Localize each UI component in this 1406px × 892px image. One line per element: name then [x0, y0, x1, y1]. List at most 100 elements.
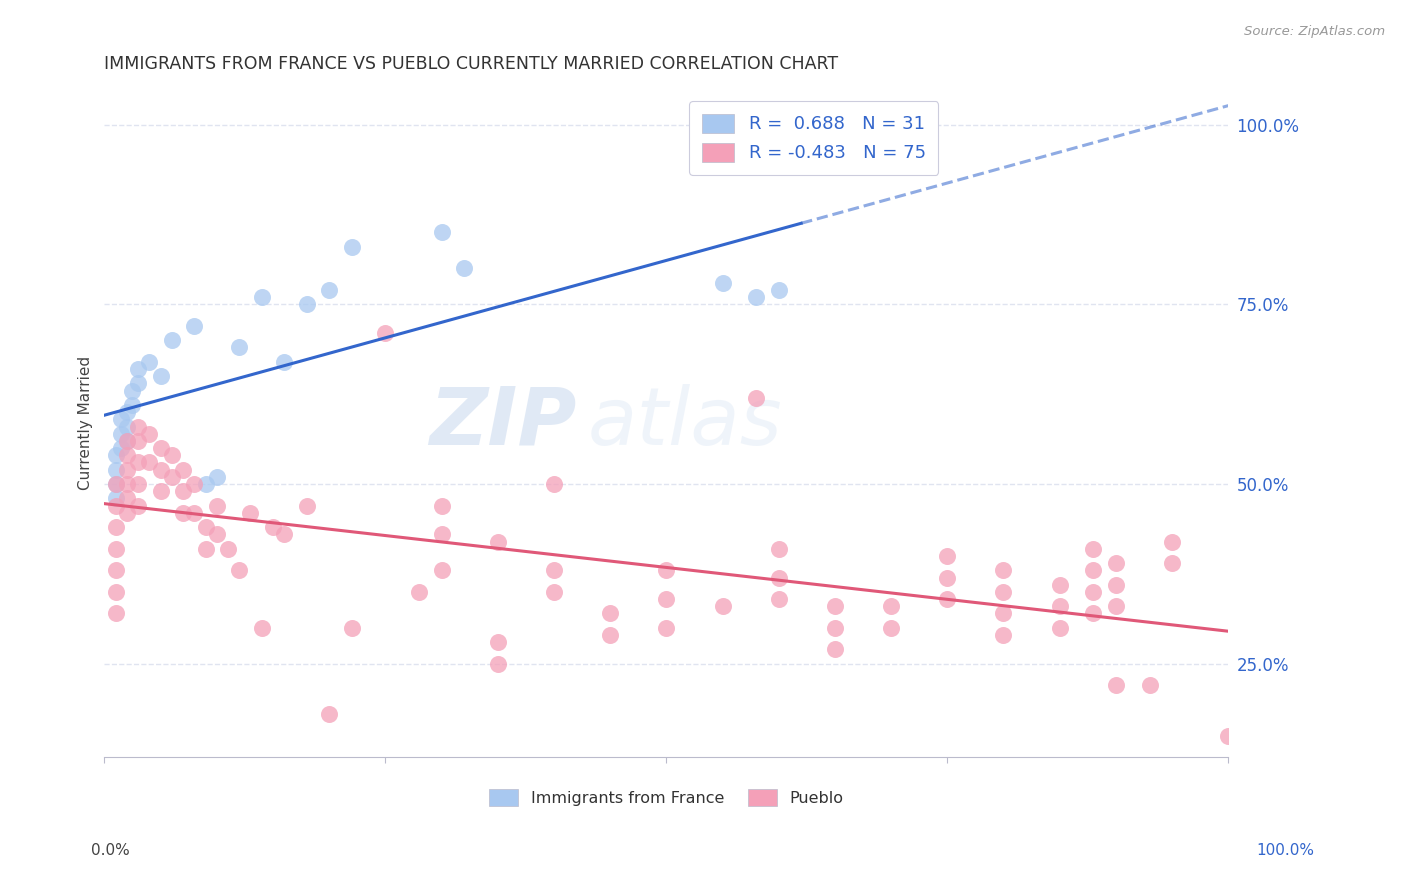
Point: [115, 448, 138, 462]
Point: [172, 506, 194, 520]
Point: [104, 477, 127, 491]
Point: [993, 563, 1015, 577]
Point: [127, 477, 149, 491]
Point: [127, 419, 149, 434]
Point: [104, 463, 127, 477]
Point: [1083, 563, 1105, 577]
Point: [430, 226, 453, 240]
Point: [149, 369, 172, 384]
Point: [453, 261, 475, 276]
Point: [115, 434, 138, 448]
Point: [486, 657, 509, 671]
Point: [1105, 556, 1128, 570]
Point: [104, 477, 127, 491]
Point: [318, 707, 340, 722]
Point: [1049, 578, 1071, 592]
Point: [110, 412, 132, 426]
Point: [104, 520, 127, 534]
Point: [318, 283, 340, 297]
Point: [104, 491, 127, 506]
Point: [149, 484, 172, 499]
Point: [1083, 607, 1105, 621]
Point: [768, 570, 790, 584]
Point: [745, 290, 768, 304]
Point: [1083, 585, 1105, 599]
Point: [711, 276, 734, 290]
Point: [880, 621, 903, 635]
Point: [104, 563, 127, 577]
Point: [295, 499, 318, 513]
Point: [205, 527, 228, 541]
Point: [127, 362, 149, 376]
Point: [121, 398, 143, 412]
Point: [115, 491, 138, 506]
Point: [1049, 621, 1071, 635]
Point: [374, 326, 396, 340]
Point: [172, 484, 194, 499]
Point: [115, 434, 138, 448]
Point: [1083, 541, 1105, 556]
Point: [127, 434, 149, 448]
Point: [115, 477, 138, 491]
Point: [711, 599, 734, 614]
Point: [104, 585, 127, 599]
Point: [160, 470, 183, 484]
Point: [655, 592, 678, 607]
Point: [138, 455, 160, 469]
Point: [824, 599, 846, 614]
Point: [599, 628, 621, 642]
Text: 100.0%: 100.0%: [1257, 843, 1315, 858]
Point: [205, 470, 228, 484]
Point: [993, 607, 1015, 621]
Point: [228, 563, 250, 577]
Point: [543, 477, 565, 491]
Point: [262, 520, 284, 534]
Point: [127, 499, 149, 513]
Point: [160, 333, 183, 347]
Point: [408, 585, 430, 599]
Point: [160, 448, 183, 462]
Point: [183, 318, 205, 333]
Point: [273, 355, 295, 369]
Point: [127, 376, 149, 391]
Point: [745, 391, 768, 405]
Point: [1105, 599, 1128, 614]
Point: [194, 520, 217, 534]
Text: Source: ZipAtlas.com: Source: ZipAtlas.com: [1244, 25, 1385, 38]
Point: [486, 534, 509, 549]
Y-axis label: Currently Married: Currently Married: [79, 356, 93, 490]
Point: [115, 506, 138, 520]
Point: [340, 621, 363, 635]
Point: [273, 527, 295, 541]
Point: [104, 541, 127, 556]
Point: [599, 607, 621, 621]
Point: [115, 419, 138, 434]
Point: [824, 642, 846, 657]
Point: [880, 599, 903, 614]
Point: [768, 283, 790, 297]
Point: [172, 463, 194, 477]
Point: [655, 621, 678, 635]
Point: [936, 570, 959, 584]
Point: [1049, 599, 1071, 614]
Point: [194, 477, 217, 491]
Point: [936, 592, 959, 607]
Point: [1161, 534, 1184, 549]
Point: [1105, 678, 1128, 692]
Point: [430, 527, 453, 541]
Text: ZIP: ZIP: [429, 384, 576, 462]
Point: [1105, 578, 1128, 592]
Point: [543, 585, 565, 599]
Point: [936, 549, 959, 563]
Point: [824, 621, 846, 635]
Point: [104, 607, 127, 621]
Point: [138, 426, 160, 441]
Point: [993, 585, 1015, 599]
Point: [149, 463, 172, 477]
Point: [194, 541, 217, 556]
Point: [239, 506, 262, 520]
Point: [295, 297, 318, 311]
Point: [115, 405, 138, 419]
Point: [183, 477, 205, 491]
Point: [138, 355, 160, 369]
